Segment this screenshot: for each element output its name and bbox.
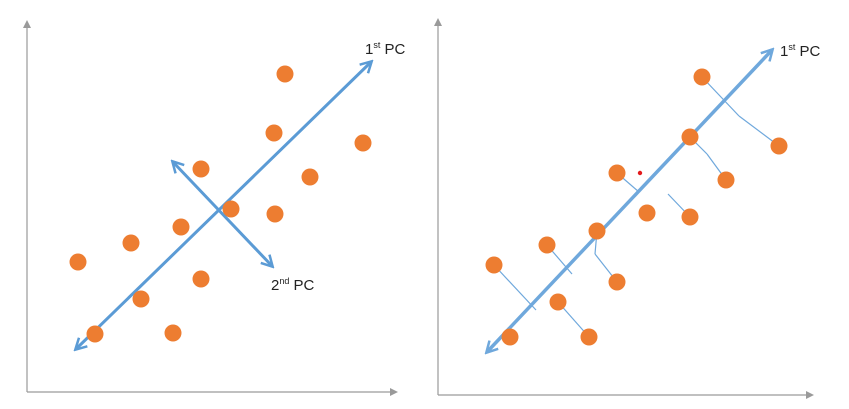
right-panel: 1st PC: [434, 18, 821, 399]
data-point: [638, 204, 656, 222]
data-point: [549, 293, 567, 311]
data-point: [172, 218, 190, 236]
data-point: [681, 128, 699, 146]
data-point: [132, 290, 150, 308]
right-data-points: [485, 68, 788, 346]
data-point: [222, 200, 240, 218]
left-pc1-label: 1st PC: [365, 40, 406, 58]
data-point: [717, 171, 735, 189]
data-point: [301, 168, 319, 186]
data-point: [608, 273, 626, 291]
data-point: [538, 236, 556, 254]
data-point: [693, 68, 711, 86]
right-pc1-label: 1st PC: [780, 42, 821, 60]
data-point: [276, 65, 294, 83]
left-pc2-label: 2nd PC: [271, 276, 315, 294]
data-point: [266, 205, 284, 223]
data-point: [608, 164, 626, 182]
data-point: [354, 134, 372, 152]
data-point: [122, 234, 140, 252]
left-panel: 1st PC 2nd PC: [23, 20, 406, 396]
left-pc2-arrow: [173, 162, 272, 266]
data-point: [192, 270, 210, 288]
mean-marker: [637, 170, 643, 176]
data-point: [580, 328, 598, 346]
data-point: [69, 253, 87, 271]
data-point: [192, 160, 210, 178]
data-point: [588, 222, 606, 240]
data-point: [501, 328, 519, 346]
data-point: [265, 124, 283, 142]
data-point: [770, 137, 788, 155]
projection-line: [493, 264, 537, 311]
data-point: [164, 324, 182, 342]
data-point: [681, 208, 699, 226]
data-point: [485, 256, 503, 274]
data-point: [86, 325, 104, 343]
left-data-points: [69, 65, 372, 343]
right-pc1-arrow: [487, 50, 772, 352]
